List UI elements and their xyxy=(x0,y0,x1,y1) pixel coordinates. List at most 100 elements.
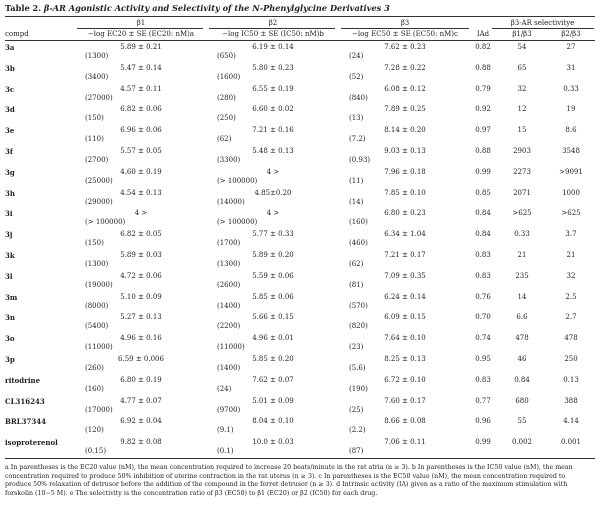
cell-compd: 3i xyxy=(5,209,13,219)
cell-b3n: (820) xyxy=(349,322,368,331)
cell-b3: 6.34 ± 1.04 xyxy=(384,230,426,239)
cell-b1n: (1300) xyxy=(85,260,109,268)
cell-b2n: (> 100000) xyxy=(217,218,258,227)
cell-s2: 2.7 xyxy=(565,313,577,322)
cell-s1: 32 xyxy=(517,84,527,93)
cell-ia: 0.79 xyxy=(475,84,491,93)
cell-s1: 65 xyxy=(517,63,527,72)
cell-b1: 6.92 ± 0.04 xyxy=(120,417,162,426)
cell-s2: >625 xyxy=(561,209,581,218)
cell-s2: 8.6 xyxy=(565,126,577,135)
cell-compd: 3p xyxy=(5,355,15,364)
cell-s1: 2903 xyxy=(513,147,531,155)
cell-b2n: (9700) xyxy=(217,405,241,414)
cell-s2: 2.5 xyxy=(565,292,577,301)
cell-b3: 7.62 ± 0.23 xyxy=(384,43,426,51)
cell-b3n: (2.2) xyxy=(349,426,366,435)
cell-s1: 0.33 xyxy=(514,230,530,239)
cell-s2: 250 xyxy=(564,355,578,363)
cell-b3n: (7.2) xyxy=(349,135,366,144)
cell-ia: 0.83 xyxy=(475,271,491,280)
cell-b3: 7.89 ± 0.25 xyxy=(384,105,426,114)
cell-b3n: (840) xyxy=(349,93,368,102)
cell-s2: >9091 xyxy=(559,167,583,176)
cell-b1n: (150) xyxy=(85,114,104,123)
cell-b1: 5.57 ± 0.05 xyxy=(120,147,162,155)
cell-b3n: (87) xyxy=(349,447,364,456)
cell-b2n: (24) xyxy=(217,384,232,393)
cell-s2: 27 xyxy=(566,43,576,51)
cell-b1: 6.80 ± 0.19 xyxy=(120,375,162,384)
cell-ia: 0.88 xyxy=(475,147,491,155)
header-beta3: β3 xyxy=(400,19,410,27)
cell-b1n: (11000) xyxy=(85,343,113,352)
cell-s1: 14 xyxy=(517,292,527,301)
cell-ia: 0.88 xyxy=(475,63,491,72)
cell-b3n: (190) xyxy=(349,384,368,393)
cell-b3n: (13) xyxy=(349,114,364,123)
cell-b3: 7.06 ± 0.11 xyxy=(384,438,426,447)
cell-b1: 9.82 ± 0.08 xyxy=(120,438,162,447)
cell-b1n: (2700) xyxy=(85,156,109,164)
cell-compd: 3f xyxy=(5,147,13,156)
cell-s1: 0.84 xyxy=(514,375,530,384)
cell-b2n: (62) xyxy=(217,135,232,144)
header-compd: compd xyxy=(5,30,29,38)
cell-s2: 0.001 xyxy=(560,438,582,447)
cell-s2: 31 xyxy=(566,63,576,72)
cell-s2: 4.14 xyxy=(563,417,579,426)
table-label: Table 2. xyxy=(5,3,42,13)
cell-compd: 3d xyxy=(5,105,15,115)
cell-b1: 4.96 ± 0.16 xyxy=(120,334,162,343)
cell-s1: 46 xyxy=(517,355,527,363)
cell-b1: 4.77 ± 0.07 xyxy=(120,396,162,405)
cell-b2: 7.62 ± 0.07 xyxy=(252,375,294,384)
cell-s2: 21 xyxy=(566,251,576,259)
cell-b2n: (1400) xyxy=(217,301,241,310)
rule-beta3 xyxy=(341,28,469,29)
cell-b1n: (5400) xyxy=(85,322,109,331)
cell-s2: 478 xyxy=(564,334,578,343)
cell-b3n: (5.6) xyxy=(349,364,366,372)
cell-b1: 6.96 ± 0.06 xyxy=(120,126,162,135)
cell-b3n: (24) xyxy=(349,52,364,60)
cell-b3: 6.72 ± 0.10 xyxy=(384,375,426,384)
cell-b1n: (110) xyxy=(85,135,104,144)
cell-compd: 3b xyxy=(5,63,15,73)
cell-ia: 0.95 xyxy=(475,355,491,363)
cell-b3: 7.85 ± 0.10 xyxy=(384,188,426,197)
cell-b2n: (3300) xyxy=(217,156,241,164)
table-caption: β-AR Agonistic Activity and Selectivity … xyxy=(43,3,390,13)
cell-s1: 12 xyxy=(517,105,527,114)
header-sel1: β1/β3 xyxy=(512,30,532,38)
cell-s1: 21 xyxy=(517,251,527,259)
cell-b2n: (2600) xyxy=(217,280,241,289)
cell-s1: 680 xyxy=(515,396,529,405)
cell-compd: 3k xyxy=(5,251,15,260)
cell-b3: 6.80 ± 0.23 xyxy=(384,209,426,218)
header-sel2: β2/β3 xyxy=(561,30,581,38)
cell-b2n: (0.1) xyxy=(217,447,234,456)
cell-b2n: (1700) xyxy=(217,239,241,248)
cell-b3n: (160) xyxy=(349,218,368,227)
cell-ia: 0.74 xyxy=(475,334,491,343)
cell-b1n: (19000) xyxy=(85,280,113,289)
cell-s2: 1000 xyxy=(562,188,580,197)
cell-ia: 0.84 xyxy=(475,230,491,239)
cell-b2n: (1300) xyxy=(217,260,241,268)
cell-b1n: (25000) xyxy=(85,176,113,185)
header-ia: IAd xyxy=(476,30,490,38)
cell-b2: 5.80 ± 0.23 xyxy=(252,63,294,72)
cell-ia: 0.84 xyxy=(475,209,491,218)
cell-compd: 3o xyxy=(5,334,15,344)
cell-b1: 4.60 ± 0.19 xyxy=(120,167,162,176)
cell-b2: 5.66 ± 0.15 xyxy=(252,313,294,322)
cell-b1: 4.57 ± 0.11 xyxy=(120,84,162,93)
cell-s2: 0.33 xyxy=(563,84,579,93)
cell-b1: 5.10 ± 0.09 xyxy=(120,292,162,301)
cell-compd: 3l xyxy=(5,271,13,281)
cell-ia: 0.77 xyxy=(475,396,491,405)
cell-s2: 19 xyxy=(566,105,576,114)
cell-ia: 0.99 xyxy=(475,167,491,176)
